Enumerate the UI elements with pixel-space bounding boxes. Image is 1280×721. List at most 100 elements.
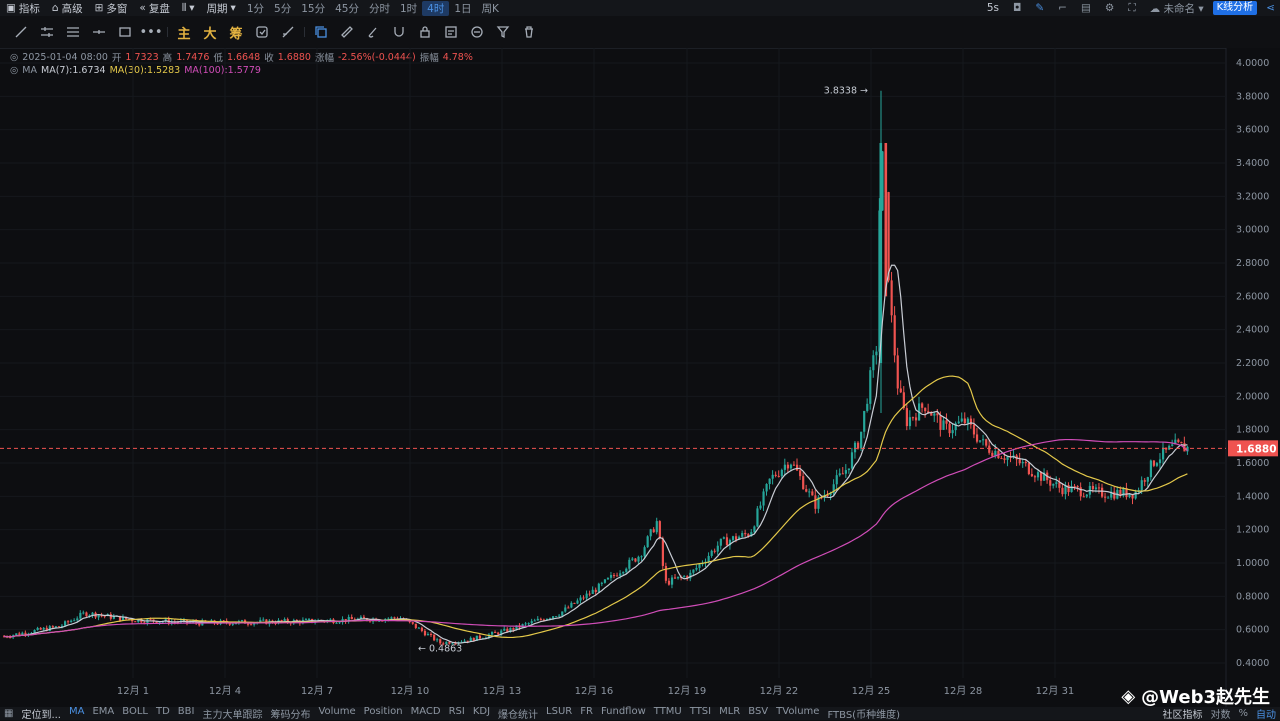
percent-toggle[interactable]: %: [1238, 708, 1248, 719]
indicator-bsv[interactable]: BSV: [748, 706, 769, 717]
timeframe-4h[interactable]: 4时: [422, 0, 450, 16]
rectangle-icon[interactable]: [112, 20, 138, 44]
candle-body: [789, 464, 793, 469]
timeframe-15m[interactable]: 15分: [301, 2, 326, 15]
more-tools-icon[interactable]: •••: [139, 24, 163, 40]
style-icon[interactable]: [464, 20, 490, 44]
save-icon[interactable]: ▤: [1080, 2, 1091, 14]
candle-body: [1101, 487, 1104, 497]
candle-body: [451, 643, 454, 645]
filter-icon[interactable]: [490, 20, 516, 44]
candle-body: [304, 619, 308, 621]
timeframe-5m[interactable]: 5分: [274, 2, 292, 15]
community-indicators[interactable]: 社区指标: [1162, 710, 1203, 721]
candle-body: [1113, 491, 1116, 499]
copy-icon[interactable]: [308, 20, 334, 44]
indicator--[interactable]: 筹码分布: [270, 710, 311, 721]
camera-icon[interactable]: ◘: [1013, 2, 1022, 14]
candle-body: [930, 412, 933, 416]
indicator-fundflow[interactable]: Fundflow: [600, 706, 646, 717]
expand-icon[interactable]: ⌐: [1058, 2, 1067, 14]
locate-button[interactable]: 定位到...: [21, 710, 61, 721]
indicator-volume[interactable]: Volume: [318, 706, 356, 717]
hide-drawings-icon[interactable]: [275, 20, 301, 44]
replay-menu[interactable]: «复盘: [139, 2, 170, 15]
lock-icon[interactable]: [412, 20, 438, 44]
auto-scale-toggle[interactable]: 自动: [1256, 710, 1276, 721]
candle-body: [936, 413, 939, 416]
indicator-lsur[interactable]: LSUR: [546, 706, 573, 717]
chart-type-menu[interactable]: ⫴ ▾: [176, 2, 201, 15]
candle-body: [54, 626, 58, 628]
timeframe-1h[interactable]: 1时: [399, 2, 418, 15]
divider: [167, 27, 168, 37]
indicator-menu[interactable]: ▣ 指标: [6, 2, 40, 15]
calendar-icon[interactable]: ▦: [4, 708, 14, 719]
fullscreen-icon[interactable]: ⛶: [1128, 1, 1136, 14]
indicator-bbi[interactable]: BBI: [177, 706, 195, 717]
candle-body: [445, 641, 448, 645]
horizontal-ray-icon[interactable]: [34, 20, 60, 44]
candle-body: [478, 635, 481, 639]
indicator-ma[interactable]: MA: [69, 706, 85, 717]
timeframe-45m[interactable]: 45分: [335, 2, 359, 15]
advanced-menu[interactable]: ⌂ 高级: [51, 2, 83, 15]
indicator-position[interactable]: Position: [363, 706, 403, 717]
candle-body: [359, 616, 363, 619]
period-menu[interactable]: 周期 ▾: [206, 2, 236, 15]
eye-icon[interactable]: ◎: [10, 51, 19, 63]
share-icon[interactable]: ⋖: [1266, 2, 1275, 14]
trash-icon[interactable]: [516, 20, 542, 44]
candle-body: [902, 392, 905, 409]
timeframe-timeshare[interactable]: 分时: [368, 2, 390, 15]
settings-icon[interactable]: ⚙: [1104, 2, 1115, 14]
indicator-tvolume[interactable]: TVolume: [776, 706, 820, 717]
horizontal-line-icon[interactable]: [86, 20, 112, 44]
indicator-kdj[interactable]: KDJ: [472, 706, 491, 717]
indicator-td[interactable]: TD: [155, 706, 170, 717]
trend-line-icon[interactable]: [8, 20, 34, 44]
large-order-tool[interactable]: 大: [203, 26, 217, 42]
note-icon[interactable]: [438, 20, 464, 44]
candle-body: [88, 615, 91, 617]
main-force-tool[interactable]: 主: [177, 26, 191, 42]
indicator-macd[interactable]: MACD: [410, 706, 441, 717]
indicator--[interactable]: 主力大单跟踪: [202, 710, 263, 721]
candle-body: [600, 582, 603, 584]
edit-icon[interactable]: ✎: [1035, 2, 1045, 14]
kline-analysis-button[interactable]: K线分析: [1212, 1, 1258, 15]
candle-body: [588, 593, 591, 595]
price-axis[interactable]: [1226, 48, 1280, 707]
sync-icon[interactable]: [249, 20, 275, 44]
log-scale-toggle[interactable]: 对数: [1210, 710, 1231, 721]
timeframe-1d[interactable]: 1日: [454, 2, 472, 15]
candle-body: [82, 612, 85, 614]
parallel-lines-icon[interactable]: [60, 20, 86, 44]
indicator-mlr[interactable]: MLR: [719, 706, 741, 717]
indicator-fr[interactable]: FR: [580, 706, 593, 717]
candle-body: [109, 614, 112, 619]
indicator-rsi[interactable]: RSI: [448, 706, 465, 717]
chip-tool[interactable]: 筹: [229, 26, 243, 42]
indicator-ttmu[interactable]: TTMU: [653, 706, 682, 717]
candle-body: [1040, 472, 1043, 481]
refresh-interval[interactable]: 5s: [986, 2, 1000, 14]
brush-icon[interactable]: [360, 20, 386, 44]
multi-window-menu[interactable]: ⊞ 多窗: [94, 2, 128, 15]
indicator-ftbs-[interactable]: FTBS(币种维度): [827, 710, 900, 721]
indicator--[interactable]: 爆仓统计: [498, 710, 539, 721]
timeframe-1m[interactable]: 1分: [246, 2, 265, 15]
eye-icon[interactable]: ◎: [10, 65, 19, 76]
indicator-ttsi[interactable]: TTSI: [689, 706, 712, 717]
candle-body: [890, 280, 893, 316]
layout-name[interactable]: ☁ 未命名 ▾: [1149, 2, 1204, 15]
ruler-icon[interactable]: [334, 20, 360, 44]
candlestick-chart[interactable]: 4.0000 3.8000 3.6000 3.4000 3.2000 3.0000 2.80…: [0, 48, 1280, 707]
magnet-icon[interactable]: [386, 20, 412, 44]
indicator-boll[interactable]: BOLL: [122, 706, 148, 717]
timeframe-1w[interactable]: 周K: [481, 2, 499, 15]
candle-body: [661, 538, 664, 566]
indicator-ema[interactable]: EMA: [92, 706, 115, 717]
candle-body: [945, 420, 948, 424]
candle-body: [738, 536, 741, 540]
